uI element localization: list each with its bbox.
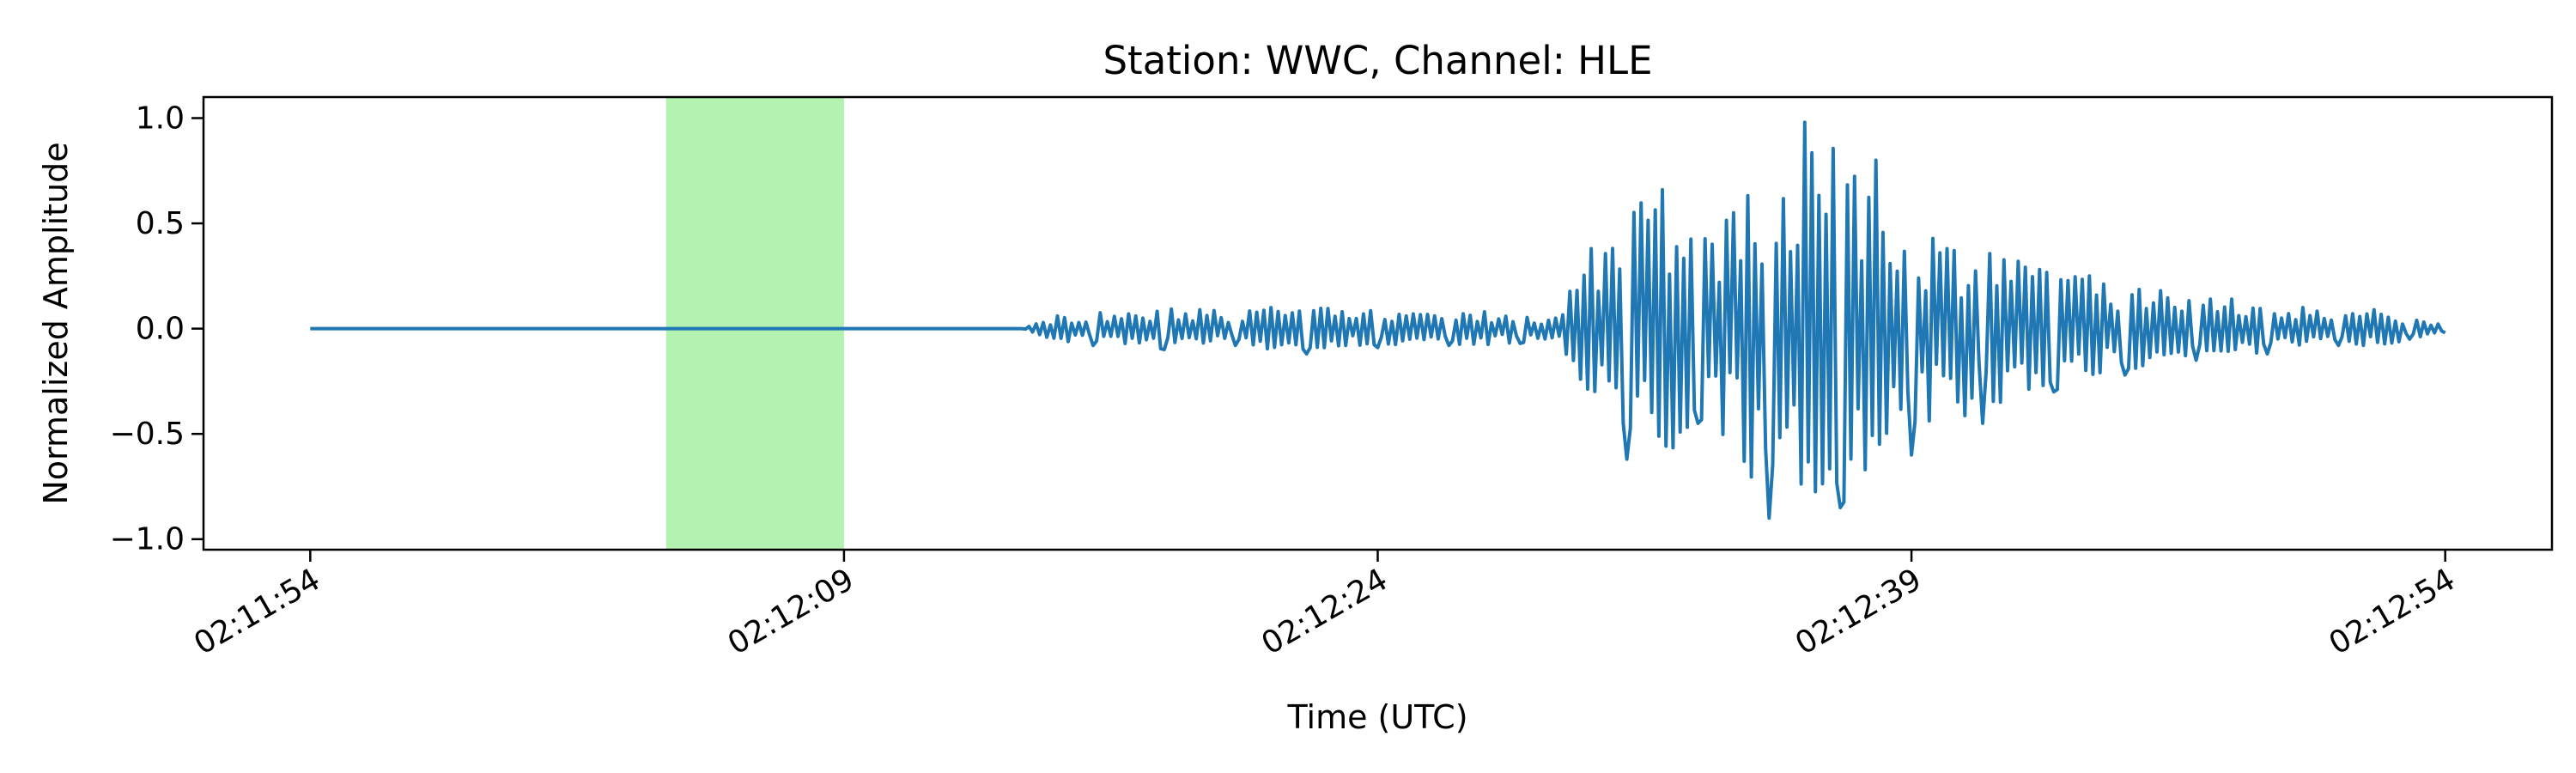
x-axis-label: Time (UTC) (1286, 698, 1467, 736)
highlight-span (665, 97, 844, 550)
y-tick-label: −0.5 (110, 417, 185, 452)
y-tick-label: −1.0 (110, 522, 185, 557)
y-tick-label: 1.0 (136, 101, 185, 137)
y-axis-label: Normalized Amplitude (37, 142, 75, 504)
chart-title: Station: WWC, Channel: HLE (1103, 38, 1652, 83)
waveform-series-line (310, 120, 2446, 520)
y-tick-label: 0.0 (136, 312, 185, 347)
y-tick-label: 0.5 (136, 206, 185, 241)
